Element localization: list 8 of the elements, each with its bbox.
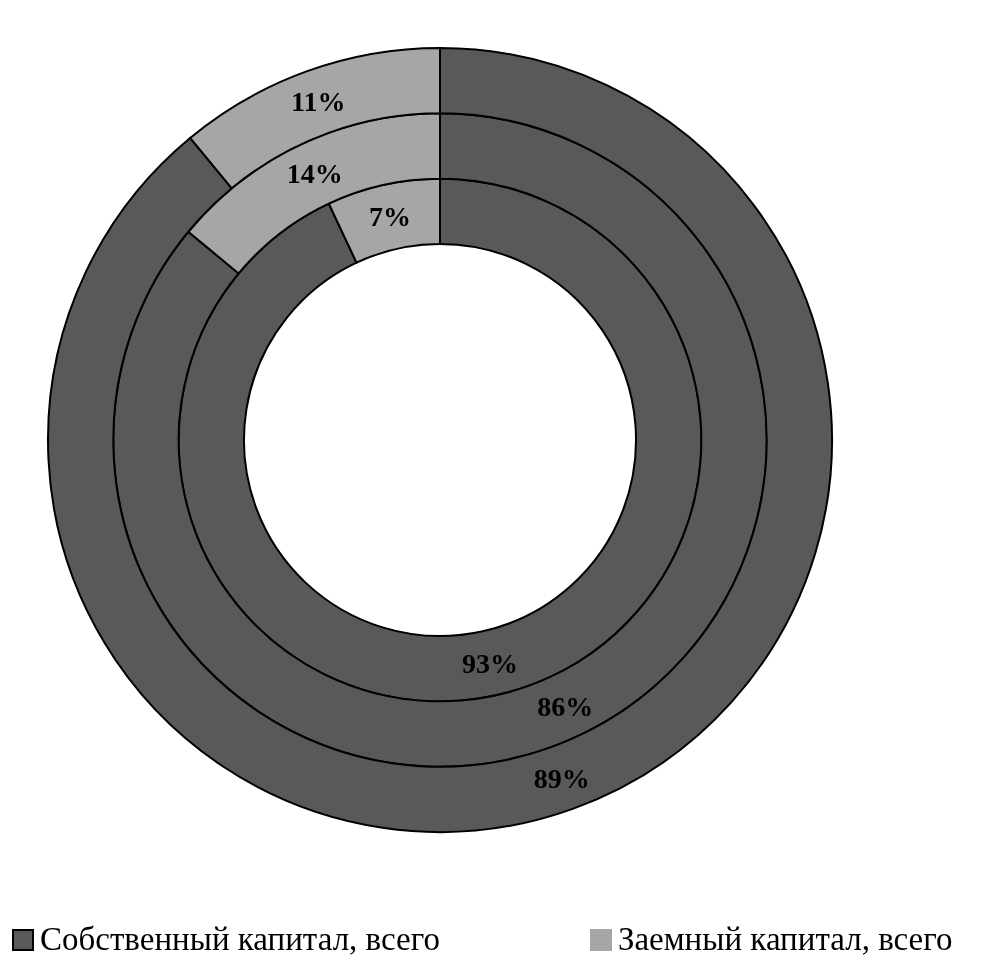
data-label: 89% [533, 762, 590, 794]
data-label: 86% [537, 690, 594, 722]
data-label: 11% [291, 86, 346, 118]
data-label: 7% [369, 201, 412, 233]
legend-label: Заемный капитал, всего [617, 921, 953, 958]
data-label: 14% [286, 158, 343, 190]
data-label: 93% [461, 647, 518, 679]
legend-label: Собственный капитал, всего [40, 921, 440, 958]
